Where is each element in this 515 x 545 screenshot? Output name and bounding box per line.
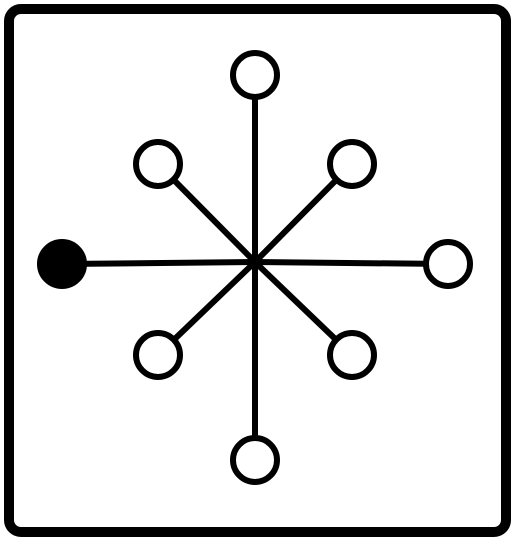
terminal-right	[423, 239, 473, 289]
spoke-right	[254, 259, 427, 267]
terminal-top-left	[133, 139, 183, 189]
terminal-group	[37, 50, 473, 485]
spoke-top-right	[252, 177, 339, 265]
terminal-bottom-right	[327, 330, 377, 380]
spoke-group	[61, 97, 427, 438]
selected-terminal-left	[37, 239, 87, 289]
terminal-top	[230, 50, 280, 100]
spoke-left	[61, 259, 256, 267]
terminal-bottom-left	[133, 330, 183, 380]
spoke-bottom-left	[171, 259, 258, 342]
spoke-top-left	[171, 177, 258, 265]
terminal-top-right	[327, 139, 377, 189]
terminal-bottom	[230, 435, 280, 485]
spoke-bottom-right	[252, 259, 339, 342]
